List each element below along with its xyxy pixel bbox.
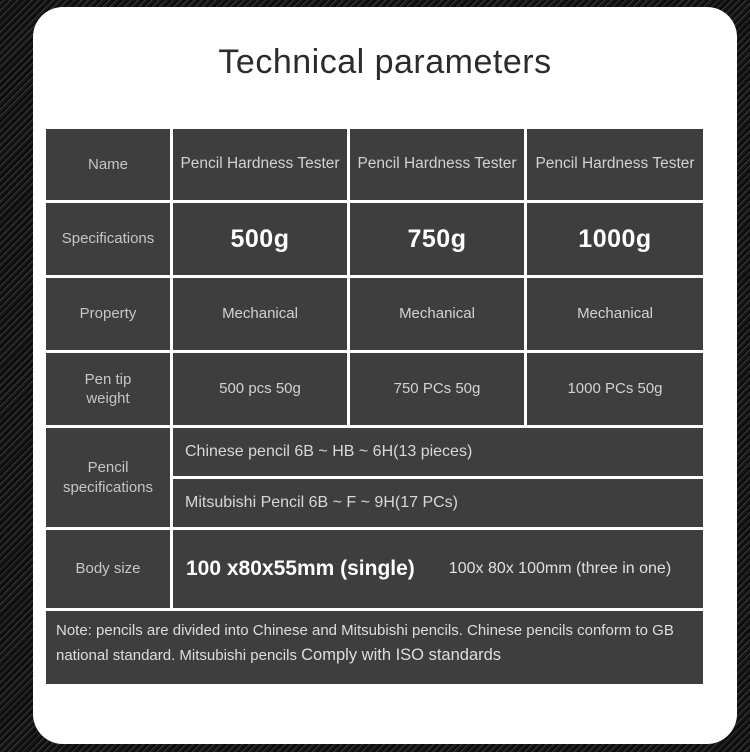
specification-value-3: 1000g — [527, 203, 703, 275]
pencil-spec-mitsubishi: Mitsubishi Pencil 6B ~ F ~ 9H(17 PCs) — [173, 479, 703, 527]
table-row-pencil-specifications: Pencil specifications Chinese pencil 6B … — [46, 428, 703, 527]
note-emphasis: Comply with ISO standards — [301, 645, 502, 664]
pen-tip-weight-value-2: 750 PCs 50g — [350, 353, 524, 425]
table-row-name: Name Pencil Hardness Tester Pencil Hardn… — [46, 129, 703, 200]
body-size-three-in-one: 100x 80x 100mm (three in one) — [448, 559, 672, 577]
page-title: Technical parameters — [218, 43, 552, 81]
property-value-3: Mechanical — [527, 278, 703, 350]
table-row-body-size: Body size 100 x80x55mm (single) 100x 80x… — [46, 530, 703, 608]
property-value-1: Mechanical — [173, 278, 347, 350]
pencil-specifications-values: Chinese pencil 6B ~ HB ~ 6H(13 pieces) M… — [173, 428, 703, 527]
row-label-specifications: Specifications — [46, 203, 170, 275]
row-label-property: Property — [46, 278, 170, 350]
row-label-name: Name — [46, 129, 170, 200]
note-text: Note: pencils are divided into Chinese a… — [56, 622, 674, 664]
body-size-values: 100 x80x55mm (single) 100x 80x 100mm (th… — [173, 530, 703, 608]
table-row-note: Note: pencils are divided into Chinese a… — [46, 611, 703, 684]
property-value-2: Mechanical — [350, 278, 524, 350]
table-row-specifications: Specifications 500g 750g 1000g — [46, 203, 703, 275]
table-row-pen-tip-weight: Pen tip weight 500 pcs 50g 750 PCs 50g 1… — [46, 353, 703, 425]
pen-tip-weight-value-1: 500 pcs 50g — [173, 353, 347, 425]
pencil-spec-chinese: Chinese pencil 6B ~ HB ~ 6H(13 pieces) — [173, 428, 703, 476]
row-label-pen-tip-weight: Pen tip weight — [46, 353, 170, 425]
specification-value-2: 750g — [350, 203, 524, 275]
note-cell: Note: pencils are divided into Chinese a… — [46, 611, 703, 684]
spec-table: Name Pencil Hardness Tester Pencil Hardn… — [46, 129, 703, 684]
name-value-3: Pencil Hardness Tester — [527, 129, 703, 200]
product-spec-card: Technical parameters Name Pencil Hardnes… — [33, 7, 737, 744]
row-label-pencil-specifications: Pencil specifications — [46, 428, 170, 527]
row-label-body-size: Body size — [46, 530, 170, 608]
body-size-single: 100 x80x55mm (single) — [186, 557, 415, 581]
name-value-2: Pencil Hardness Tester — [350, 129, 524, 200]
name-value-1: Pencil Hardness Tester — [173, 129, 347, 200]
pen-tip-weight-value-3: 1000 PCs 50g — [527, 353, 703, 425]
table-row-property: Property Mechanical Mechanical Mechanica… — [46, 278, 703, 350]
specification-value-1: 500g — [173, 203, 347, 275]
